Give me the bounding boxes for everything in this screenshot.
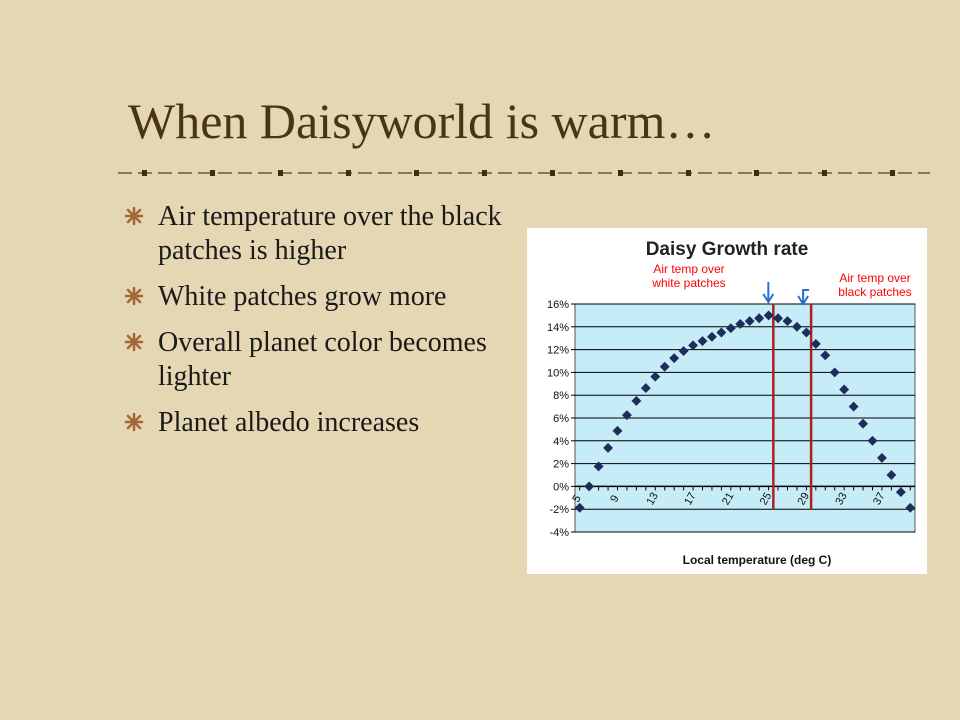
bullet-item: White patches grow more bbox=[124, 280, 514, 314]
y-tick-label: 2% bbox=[553, 459, 569, 471]
y-tick-label: 10% bbox=[547, 367, 569, 379]
data-point bbox=[858, 418, 869, 429]
chart-canvas: Daisy Growth rate Air temp over white pa… bbox=[547, 239, 916, 567]
data-point bbox=[905, 502, 916, 513]
arrow-white-icon bbox=[762, 282, 775, 304]
bullet-text: Overall planet color becomes lighter bbox=[158, 327, 487, 392]
annotation-black-line1: Air temp over bbox=[839, 271, 910, 285]
data-point bbox=[697, 336, 708, 346]
data-point bbox=[791, 321, 802, 332]
annotation-white-line1: Air temp over bbox=[653, 262, 724, 276]
data-point bbox=[659, 361, 670, 372]
chart-title: Daisy Growth rate bbox=[646, 239, 809, 260]
growth-rate-chart: Daisy Growth rate Air temp over white pa… bbox=[527, 228, 927, 574]
x-tick-label: 5 bbox=[570, 493, 583, 504]
x-tick-label: 33 bbox=[833, 491, 850, 508]
bullet-text: Air temperature over the black patches i… bbox=[158, 201, 502, 266]
data-point bbox=[820, 350, 831, 361]
data-point bbox=[650, 371, 661, 382]
x-tick-label: 13 bbox=[644, 491, 661, 508]
asterisk-bullet-icon bbox=[124, 286, 144, 306]
bullet-item: Planet albedo increases bbox=[124, 406, 514, 440]
x-tick-label: 17 bbox=[682, 491, 699, 508]
x-tick-label: 21 bbox=[720, 491, 737, 508]
asterisk-bullet-icon bbox=[124, 206, 144, 226]
data-point bbox=[612, 425, 623, 436]
data-point bbox=[876, 452, 887, 463]
data-point bbox=[782, 316, 793, 327]
y-tick-label: 4% bbox=[553, 436, 569, 448]
bullet-item: Air temperature over the black patches i… bbox=[124, 200, 514, 268]
y-tick-label: -4% bbox=[549, 527, 569, 539]
y-tick-label: 0% bbox=[553, 481, 569, 493]
data-point bbox=[593, 461, 604, 472]
asterisk-bullet-icon bbox=[124, 412, 144, 432]
y-tick-label: 14% bbox=[547, 322, 569, 334]
y-tick-label: 6% bbox=[553, 413, 569, 425]
x-tick-label: 37 bbox=[871, 491, 888, 508]
data-point bbox=[829, 367, 840, 378]
data-point bbox=[867, 435, 878, 446]
data-point bbox=[735, 319, 746, 329]
bullet-item: Overall planet color becomes lighter bbox=[124, 326, 514, 394]
x-tick-label: 29 bbox=[796, 491, 813, 508]
x-tick-label: 25 bbox=[758, 491, 775, 508]
title-divider bbox=[118, 170, 930, 176]
y-tick-label: 12% bbox=[547, 345, 569, 357]
data-point bbox=[744, 316, 755, 327]
data-point bbox=[574, 502, 585, 513]
arrow-black-icon bbox=[797, 289, 810, 306]
bullet-text: Planet albedo increases bbox=[158, 407, 420, 438]
y-tick-label: 8% bbox=[553, 390, 569, 402]
slide-title: When Daisyworld is warm… bbox=[128, 93, 716, 149]
x-axis-label: Local temperature (deg C) bbox=[683, 553, 832, 567]
asterisk-bullet-icon bbox=[124, 332, 144, 352]
annotation-white-line2: white patches bbox=[651, 276, 725, 290]
y-tick-label: 16% bbox=[547, 299, 569, 311]
data-point bbox=[895, 487, 906, 498]
bullet-text: White patches grow more bbox=[158, 281, 447, 312]
bullet-list: Air temperature over the black patches i… bbox=[124, 200, 514, 452]
x-tick-label: 9 bbox=[608, 493, 621, 504]
annotation-black-line2: black patches bbox=[838, 285, 911, 299]
y-tick-label: -2% bbox=[549, 504, 569, 516]
